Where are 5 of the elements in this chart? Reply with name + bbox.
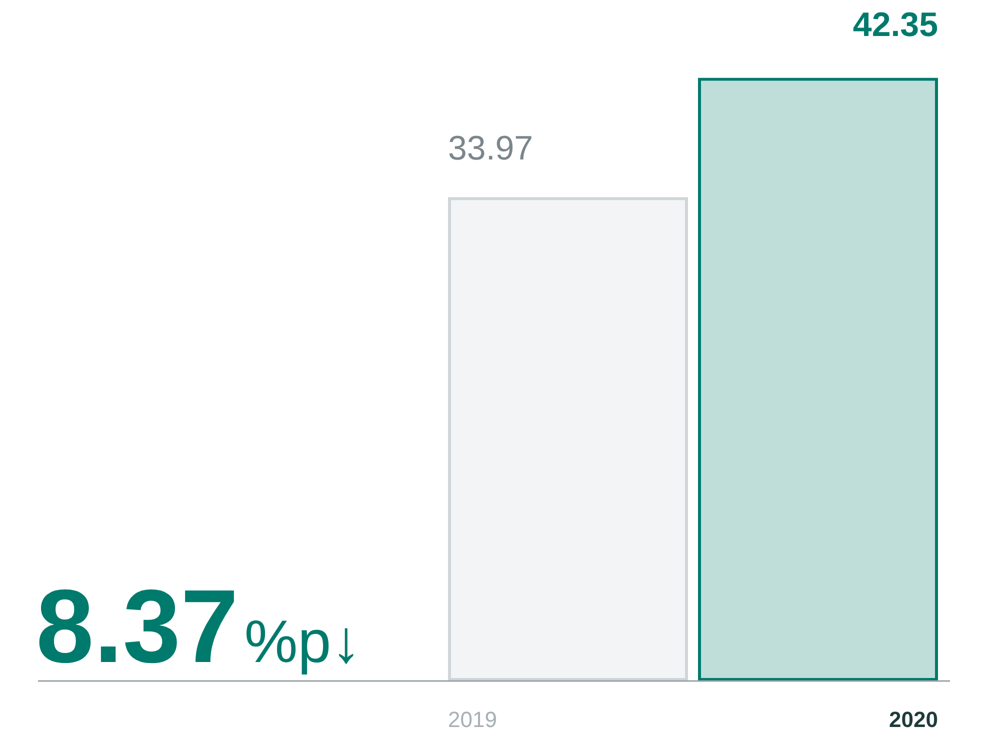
data-label: 42.35	[852, 6, 938, 44]
data-label: 33.97	[448, 129, 534, 168]
x-tick-label: 2019	[448, 707, 497, 732]
annotation: 8.37%p↓	[36, 569, 362, 685]
x-tick-label: 2020	[889, 707, 938, 732]
